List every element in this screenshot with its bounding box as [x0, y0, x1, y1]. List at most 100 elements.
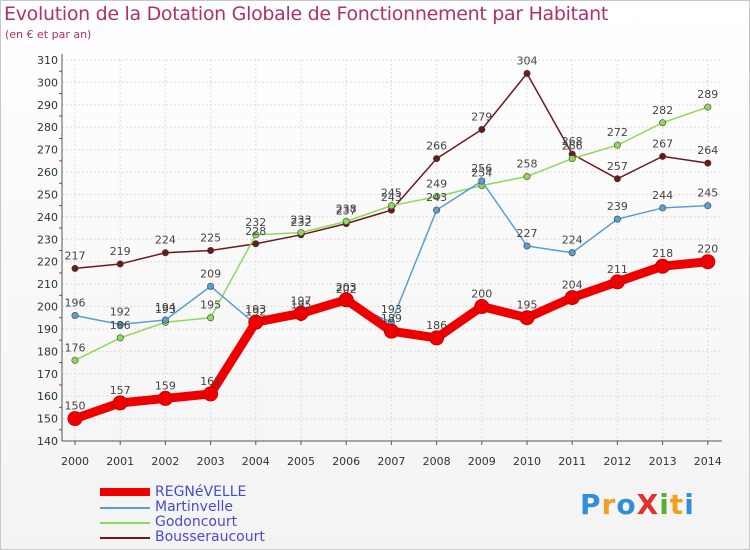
data-point-regn-velle [203, 386, 219, 402]
x-tick-label: 2000 [61, 455, 89, 468]
data-label-martinvelle: 192 [245, 305, 266, 318]
data-label-bousseraucourt: 279 [471, 110, 492, 123]
data-label-bousseraucourt: 232 [291, 216, 312, 229]
data-point-martinvelle [207, 282, 215, 290]
logo-letter: P [580, 488, 602, 521]
data-label-godoncourt: 186 [110, 319, 131, 332]
data-label-godoncourt: 233 [291, 214, 312, 227]
data-point-martinvelle [568, 249, 576, 257]
data-point-bousseraucourt [433, 155, 441, 163]
y-tick-label: 210 [37, 278, 58, 291]
data-label-martinvelle: 194 [155, 301, 176, 314]
data-point-bousseraucourt [523, 69, 531, 77]
x-tick-label: 2006 [332, 455, 360, 468]
data-label-regn-velle: 200 [471, 288, 492, 301]
x-tick-label: 2003 [197, 455, 225, 468]
y-tick-label: 190 [37, 323, 58, 336]
x-tick-label: 2004 [242, 455, 270, 468]
data-label-godoncourt: 258 [517, 158, 538, 171]
data-label-godoncourt: 195 [200, 299, 221, 312]
data-point-regn-velle [700, 254, 716, 270]
data-point-regn-velle [383, 323, 399, 339]
data-point-godoncourt [523, 173, 531, 181]
data-label-godoncourt: 245 [381, 187, 402, 200]
data-label-godoncourt: 238 [336, 202, 357, 215]
data-point-regn-velle [248, 314, 264, 330]
data-point-godoncourt [252, 231, 260, 239]
y-tick-label: 240 [37, 211, 58, 224]
data-label-bousseraucourt: 217 [65, 249, 86, 262]
x-tick-label: 2011 [558, 455, 586, 468]
data-label-bousseraucourt: 243 [381, 191, 402, 204]
data-label-martinvelle: 227 [517, 227, 538, 240]
logo-letter: X [636, 488, 660, 521]
data-label-godoncourt: 249 [426, 178, 447, 191]
x-tick-label: 2012 [603, 455, 631, 468]
data-label-bousseraucourt: 304 [517, 54, 538, 67]
legend-swatch-regnevelle [100, 488, 150, 496]
data-label-regn-velle: 204 [562, 279, 583, 292]
logo-letter: i [684, 488, 695, 521]
data-point-godoncourt [116, 334, 124, 342]
data-label-bousseraucourt: 268 [562, 135, 583, 148]
x-tick-label: 2014 [694, 455, 722, 468]
data-point-godoncourt [297, 229, 305, 237]
data-label-martinvelle: 256 [471, 162, 492, 175]
data-label-regn-velle: 211 [607, 263, 628, 276]
data-label-regn-velle: 203 [336, 281, 357, 294]
y-tick-label: 280 [37, 121, 58, 134]
data-point-martinvelle [161, 316, 169, 324]
data-label-bousseraucourt: 264 [697, 144, 718, 157]
data-point-godoncourt [342, 217, 350, 225]
y-tick-label: 300 [37, 76, 58, 89]
data-label-godoncourt: 176 [65, 341, 86, 354]
data-point-bousseraucourt [252, 240, 260, 248]
data-label-martinvelle: 192 [110, 305, 131, 318]
data-point-regn-velle [519, 310, 535, 326]
y-tick-label: 290 [37, 99, 58, 112]
data-point-martinvelle [433, 206, 441, 214]
legend-label-bousseraucourt: Bousseraucourt [155, 529, 265, 545]
y-tick-label: 260 [37, 166, 58, 179]
data-point-godoncourt [433, 193, 441, 201]
data-labels: 150 157 159 161 193 197 203 189 186 200 195 204 211 2… [65, 54, 719, 412]
data-point-regn-velle [67, 411, 83, 427]
data-label-regn-velle: 220 [697, 243, 718, 256]
x-tick-label: 2008 [423, 455, 451, 468]
data-point-bousseraucourt [478, 125, 486, 133]
data-label-regn-velle: 150 [65, 400, 86, 413]
y-tick-label: 270 [37, 144, 58, 157]
data-label-martinvelle: 239 [607, 200, 628, 213]
data-label-godoncourt: 282 [652, 104, 673, 117]
data-label-bousseraucourt: 225 [200, 232, 221, 245]
data-point-godoncourt [207, 314, 215, 322]
legend-swatch-bousseraucourt [100, 537, 150, 539]
data-point-regn-velle [609, 274, 625, 290]
data-label-regn-velle: 159 [155, 379, 176, 392]
x-tick-label: 2013 [649, 455, 677, 468]
y-tick-label: 200 [37, 301, 58, 314]
legend-swatch-godoncourt [100, 522, 150, 524]
y-tick-label: 140 [37, 435, 58, 448]
data-point-regn-velle [429, 330, 445, 346]
data-point-bousseraucourt [207, 247, 215, 255]
data-point-martinvelle [613, 215, 621, 223]
grid [62, 59, 722, 442]
data-label-martinvelle: 243 [426, 191, 447, 204]
data-point-regn-velle [564, 290, 580, 306]
data-label-martinvelle: 196 [65, 296, 86, 309]
data-label-regn-velle: 197 [291, 294, 312, 307]
data-label-martinvelle: 244 [652, 189, 673, 202]
data-label-martinvelle: 202 [336, 283, 357, 296]
data-point-bousseraucourt [704, 159, 712, 167]
logo-letter: o [616, 488, 637, 521]
chart-subtitle: (en € et par an) [5, 28, 92, 41]
data-point-martinvelle [704, 202, 712, 210]
data-point-godoncourt [71, 356, 79, 364]
logo-letter: r [601, 488, 617, 521]
data-point-martinvelle [523, 242, 531, 250]
data-label-martinvelle: 224 [562, 234, 583, 247]
y-tick-label: 220 [37, 256, 58, 269]
data-point-regn-velle [338, 292, 354, 308]
data-label-martinvelle: 193 [381, 303, 402, 316]
